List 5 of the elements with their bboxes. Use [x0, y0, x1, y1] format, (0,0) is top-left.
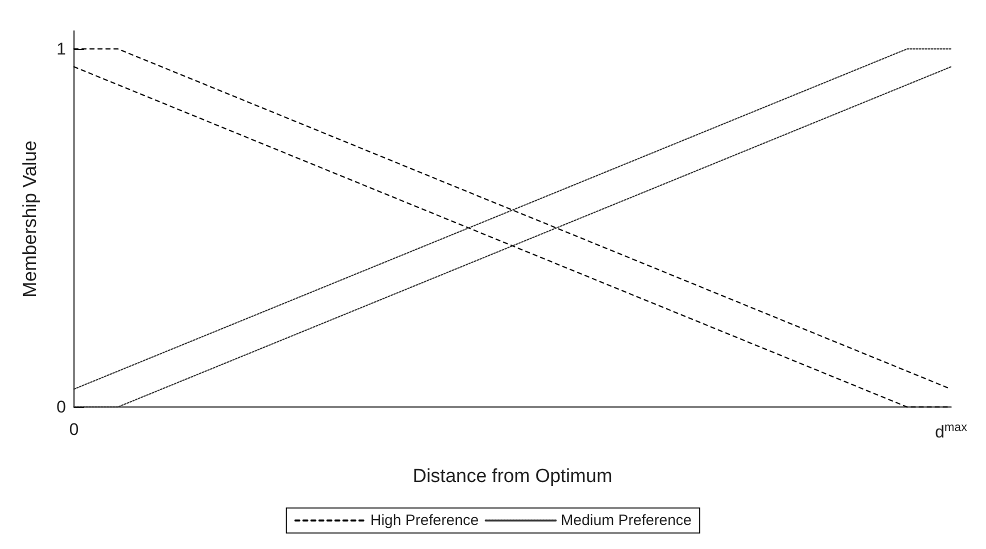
x-axis-title: Distance from Optimum: [412, 466, 612, 487]
legend-label: High Preference: [370, 512, 479, 529]
y-axis-title: Membership Value: [20, 140, 41, 298]
legend-label: Medium Preference: [560, 512, 692, 529]
y-tick-label: 1: [56, 39, 66, 58]
